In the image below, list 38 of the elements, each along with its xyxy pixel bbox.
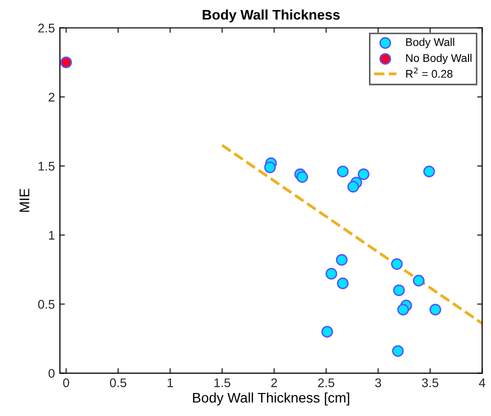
x-tick-label: 2 bbox=[271, 378, 277, 388]
point bbox=[393, 284, 405, 296]
y-tick-label: 2 bbox=[48, 92, 54, 102]
x-tick-label: 1.5 bbox=[214, 378, 230, 388]
point bbox=[336, 166, 349, 178]
y-tick-label: 0 bbox=[48, 368, 55, 378]
x-tick-label: 0 bbox=[63, 378, 70, 388]
x-tick-label: 3 bbox=[375, 378, 382, 388]
point bbox=[336, 278, 349, 290]
point bbox=[296, 171, 308, 183]
legend-label: No Body Wall bbox=[406, 54, 472, 64]
point bbox=[326, 268, 338, 280]
y-tick-label: 1.5 bbox=[38, 162, 55, 171]
legend-label: R$^{2}$ = 0.28 bbox=[406, 68, 452, 78]
point bbox=[347, 180, 360, 193]
x-tick-label: 0.5 bbox=[110, 378, 126, 388]
chart-title: Body Wall Thickness bbox=[202, 9, 340, 22]
y-axis-title: MIE bbox=[20, 188, 30, 212]
y-tick-label: 0.5 bbox=[38, 300, 55, 309]
point bbox=[412, 274, 425, 286]
y-tick-label: 1 bbox=[49, 230, 54, 240]
y-tick-label: 2.5 bbox=[38, 24, 55, 33]
point bbox=[392, 345, 404, 357]
point bbox=[397, 304, 409, 316]
x-axis-title: Body Wall Thickness [cm] bbox=[193, 392, 350, 406]
x-tick-label: 2.5 bbox=[318, 378, 334, 388]
x-tick-label: 3.5 bbox=[422, 378, 438, 388]
point bbox=[336, 254, 348, 266]
point bbox=[321, 326, 334, 338]
point bbox=[264, 162, 276, 174]
x-tick-label: 1 bbox=[168, 378, 174, 388]
point bbox=[358, 168, 370, 180]
point bbox=[423, 166, 435, 178]
point bbox=[60, 56, 72, 68]
legend-label: Body Wall bbox=[406, 38, 454, 48]
point bbox=[391, 258, 403, 270]
point bbox=[430, 304, 442, 316]
x-tick-label: 4 bbox=[478, 378, 486, 388]
